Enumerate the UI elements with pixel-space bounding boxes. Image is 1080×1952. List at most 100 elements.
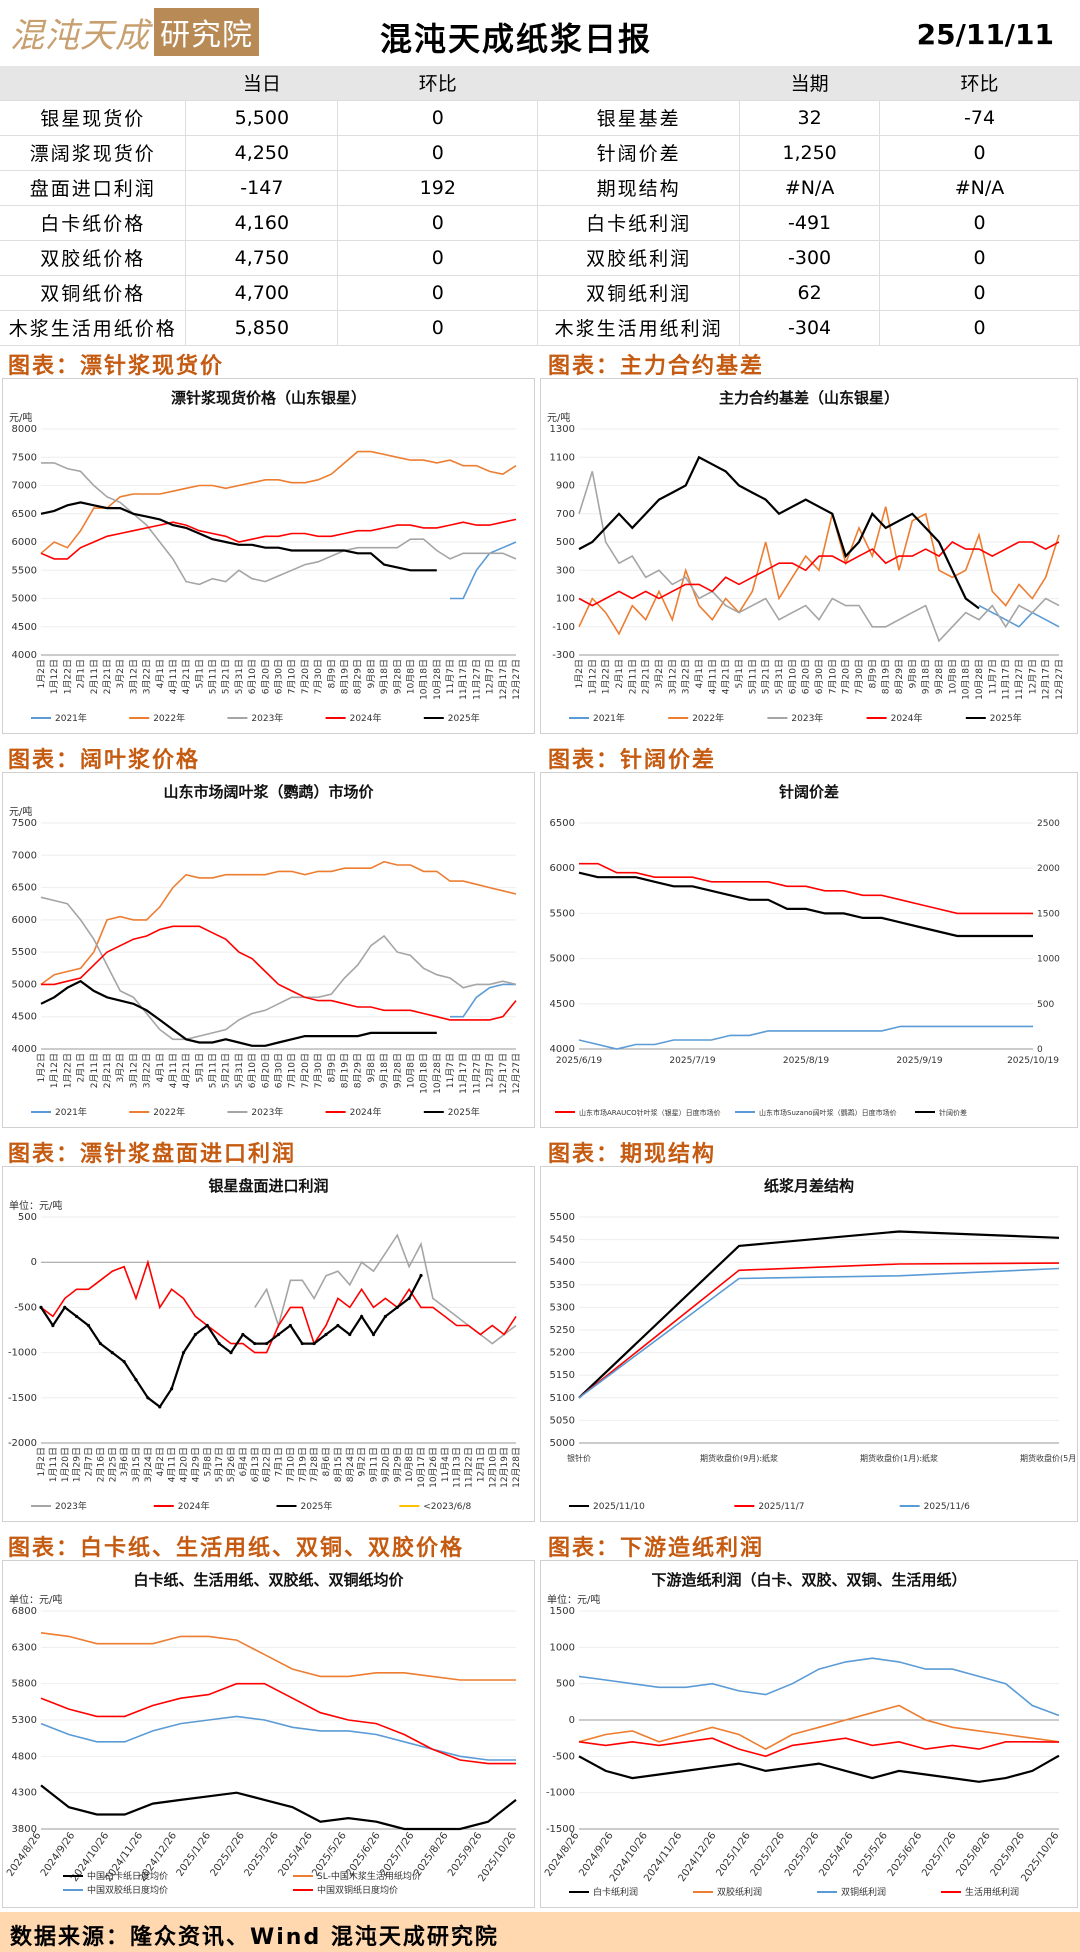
x-tick-label: 2月11日 xyxy=(89,659,100,694)
series-line xyxy=(40,518,517,560)
kpi-header-blank2 xyxy=(537,66,740,101)
x-tick-label: 4月20日 xyxy=(179,1447,190,1482)
x-tick-label: 5月21日 xyxy=(221,659,232,694)
y-tick-label: 6000 xyxy=(550,863,575,874)
y-tick-label: 5500 xyxy=(12,565,37,576)
chart-svg: 针阔价差 4000 4500 5000 5500 6000 6500 0 500 1000 1500… xyxy=(550,783,1061,1117)
x-tick-label: 1月22日 xyxy=(62,1053,73,1088)
y-tick-label: 5000 xyxy=(550,1438,575,1449)
data-point xyxy=(51,1323,55,1328)
data-point xyxy=(122,1360,126,1364)
series-line xyxy=(578,1754,1060,1783)
y-tick-label: 5200 xyxy=(550,1348,575,1359)
x-tick-label: 12月27日 xyxy=(511,1053,522,1094)
x-tick-label: 2月21日 xyxy=(102,1053,113,1088)
legend-label: 双铜纸利润 xyxy=(841,1886,886,1898)
logo-text: 混沌天成 xyxy=(10,15,150,56)
chart-paper-prices: 白卡纸、生活用纸、双胶纸、双铜纸均价 单位：元/吨 3800 4300 4800 5300… xyxy=(2,1560,535,1908)
x-tick-label: 9月18日 xyxy=(921,659,932,694)
chart-title: 主力合约基差（山东银星） xyxy=(719,389,899,407)
data-point xyxy=(158,1405,162,1409)
x-tick-label: 1月2日 xyxy=(574,659,585,688)
chart-spread: 针阔价差 4000 4500 5000 5500 6000 6500 0 500 1000 1500… xyxy=(540,772,1078,1128)
kpi-left-change: 0 xyxy=(337,135,539,171)
y-tick-label: 5800 xyxy=(12,1679,37,1690)
y-tick-label: 4000 xyxy=(12,650,37,661)
y-tick-label: 5150 xyxy=(550,1370,575,1381)
data-point xyxy=(39,1305,43,1309)
x-tick-label: 3月22日 xyxy=(142,1053,153,1088)
legend-label: 2022年 xyxy=(692,712,724,724)
x-tick-label: 8月29日 xyxy=(894,659,905,694)
data-point xyxy=(348,1332,352,1337)
x-tick-label: 2025/10/19 xyxy=(1007,1056,1059,1066)
x-tick-label: 银针价 xyxy=(567,1453,591,1463)
y2-tick-label: 500 xyxy=(1037,1000,1054,1010)
kpi-left-change: 0 xyxy=(337,310,539,346)
chart-unit: 单位：元/吨 xyxy=(547,1593,600,1606)
x-tick-label: 2月11日 xyxy=(627,659,638,694)
x-tick-label: 2024/8/26 xyxy=(5,1830,43,1878)
kpi-right-label: 银星基差 xyxy=(537,100,741,136)
data-point xyxy=(265,1341,269,1346)
x-tick-label: 5月8日 xyxy=(202,1447,213,1476)
x-tick-label: 10月8日 xyxy=(405,1053,416,1088)
kpi-left-change: 0 xyxy=(337,205,539,241)
data-point xyxy=(407,1296,411,1300)
y-tick-label: 6000 xyxy=(12,915,37,926)
y-tick-label: 4000 xyxy=(12,1044,37,1055)
y-tick-label: -1000 xyxy=(546,1788,575,1799)
x-tick-label: 9月11日 xyxy=(369,1447,380,1482)
chart-title: 白卡纸、生活用纸、双胶纸、双铜纸均价 xyxy=(133,1571,404,1589)
x-tick-label: 期货收盘价(1月):纸浆 xyxy=(860,1453,938,1463)
x-tick-label: 12月28日 xyxy=(511,1447,522,1488)
x-tick-label: 2025/9/26 xyxy=(989,1830,1027,1878)
x-tick-label: 1月12日 xyxy=(587,659,598,694)
chart-title: 针阔价差 xyxy=(779,783,839,801)
series-line xyxy=(40,860,517,986)
y-tick-label: -2000 xyxy=(8,1438,37,1449)
series-line xyxy=(578,871,1033,938)
x-tick-label: 4月21日 xyxy=(181,659,192,694)
kpi-left-label: 盘面进口利润 xyxy=(0,170,187,206)
legend-label: 2023年 xyxy=(791,712,823,724)
x-tick-label: 9月18日 xyxy=(379,1053,390,1088)
x-tick-label: 5月26日 xyxy=(226,1447,237,1482)
data-point xyxy=(300,1341,304,1346)
x-tick-label: 10月18日 xyxy=(961,659,972,700)
section-title-paper-prices: 图表：白卡纸、生活用纸、双铜、双胶价格 xyxy=(8,1536,465,1561)
x-tick-label: 4月29日 xyxy=(190,1447,201,1482)
kpi-row: 银星现货价 5,500 0 银星基差 32 -74 xyxy=(0,100,1080,136)
legend-label: 中国白卡纸日度均价 xyxy=(87,1870,168,1882)
data-point xyxy=(229,1351,233,1355)
x-tick-label: 5月21日 xyxy=(221,1053,232,1088)
legend-label: 2022年 xyxy=(153,1106,185,1118)
x-tick-label: 2025/4/26 xyxy=(276,1830,314,1878)
x-tick-label: 期货收盘价(9月):纸浆 xyxy=(700,1453,778,1463)
kpi-body: 银星现货价 5,500 0 银星基差 32 -74 漂阔浆现货价 4,250 0 针阔价差 1,25… xyxy=(0,100,1080,346)
series-line xyxy=(578,471,1060,643)
y2-tick-label: 1500 xyxy=(1037,909,1060,919)
kpi-right-label: 双胶纸利润 xyxy=(537,240,741,276)
kpi-left-change: 0 xyxy=(337,100,539,136)
kpi-table: 当日 环比 当期 环比 银星现货价 5,500 0 银星基差 32 -74 漂阔浆现货价 4,… xyxy=(0,66,1080,346)
x-tick-label: 2月11日 xyxy=(89,1053,100,1088)
section-title-import-profit: 图表：漂针浆盘面进口利润 xyxy=(8,1142,297,1167)
x-tick-label: 5月11日 xyxy=(208,1053,219,1088)
kpi-row: 白卡纸价格 4,160 0 白卡纸利润 -491 0 xyxy=(0,205,1080,241)
legend-label: 2025/11/7 xyxy=(758,1502,804,1512)
x-tick-label: 2025/7/26 xyxy=(920,1830,958,1878)
x-tick-label: 11月22日 xyxy=(464,1447,475,1488)
legend-label: 山东市场Suzano阔叶浆（鹦鹉）日度市场价 xyxy=(759,1108,897,1117)
legend-label: 双胶纸利润 xyxy=(717,1886,762,1898)
x-tick-label: 8月6日 xyxy=(321,1447,332,1476)
x-tick-label: 11月17日 xyxy=(1001,659,1012,700)
x-tick-label: 4月11日 xyxy=(707,659,718,694)
y-tick-label: 6000 xyxy=(12,537,37,548)
kpi-right-value: 1,250 xyxy=(739,135,881,171)
legend-label: 2024年 xyxy=(350,712,382,724)
x-tick-label: 3月2日 xyxy=(654,659,665,688)
x-tick-label: 3月12日 xyxy=(128,1053,139,1088)
x-tick-label: 2025/1/26 xyxy=(175,1830,213,1878)
